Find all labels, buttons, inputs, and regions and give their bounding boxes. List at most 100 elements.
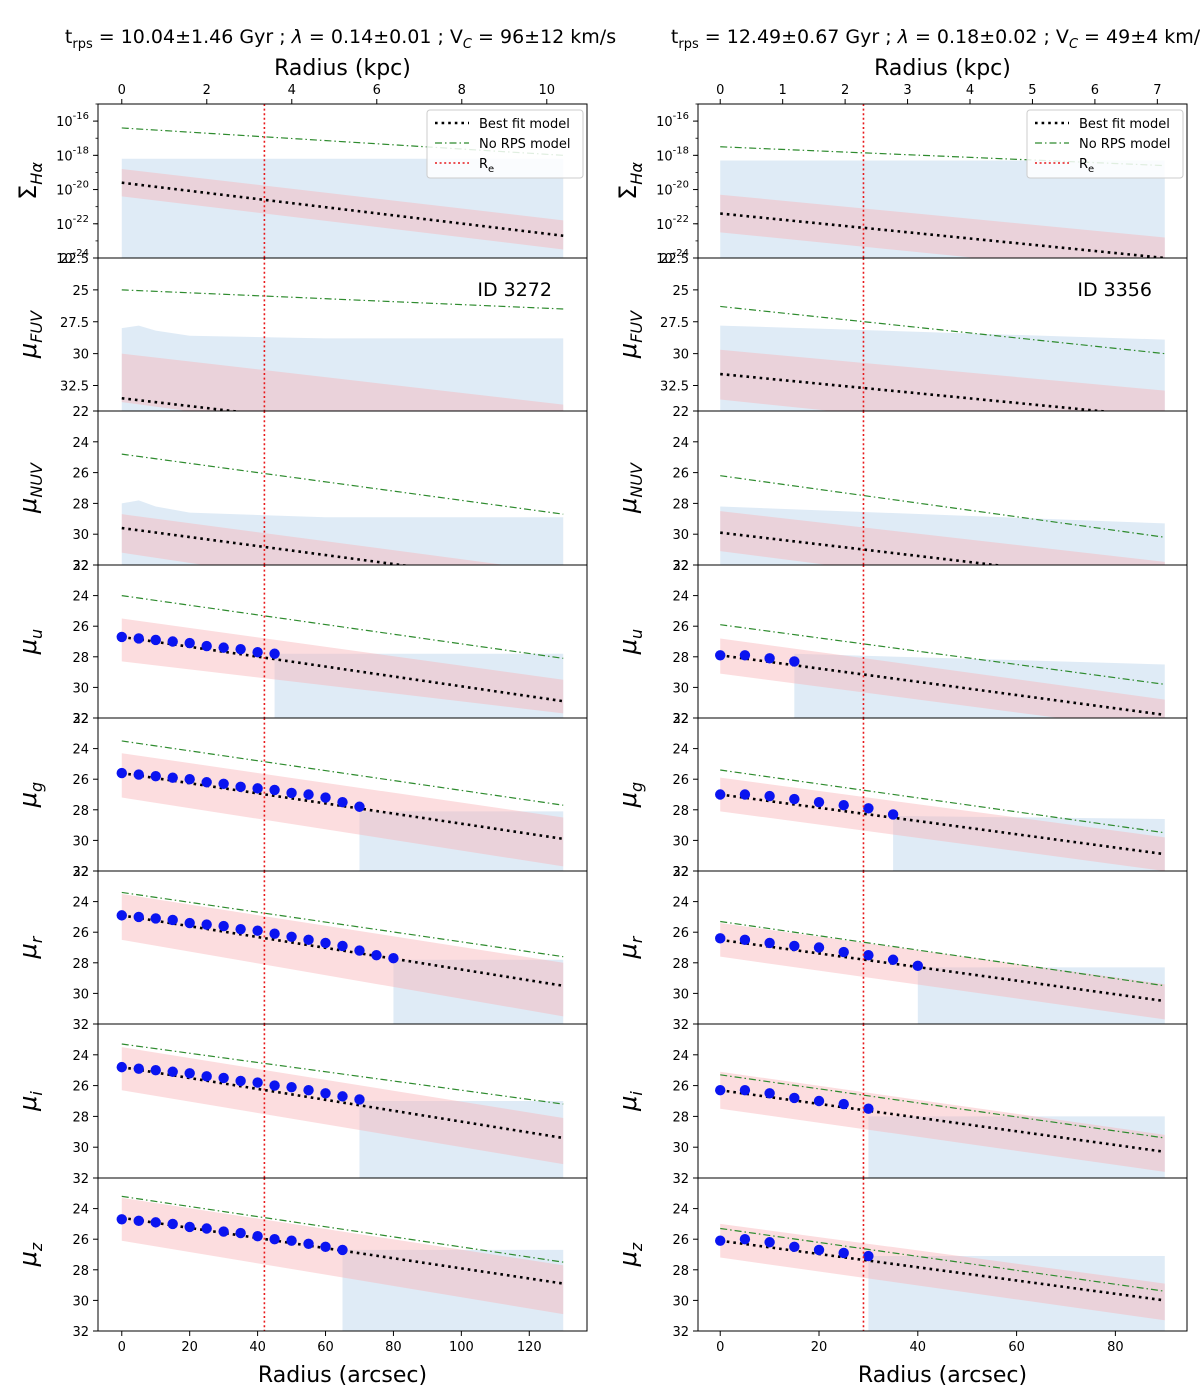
tick-exponent: -16 xyxy=(673,111,689,122)
detection-limit-region xyxy=(359,811,564,871)
model-uncertainty-band xyxy=(121,893,564,1017)
observed-data-point xyxy=(715,789,726,800)
y-axis-label: μNUV xyxy=(614,462,646,514)
observed-data-point xyxy=(887,809,899,820)
ylabel-symbol: μ xyxy=(614,343,642,359)
observed-data-point xyxy=(252,1077,263,1088)
legend-frame xyxy=(426,109,584,179)
y-tick-label: 28 xyxy=(72,957,89,972)
y-tick-label: 26 xyxy=(672,467,689,482)
panel-z: 24 26 28 30 32 μz 0 20 40 60 80 100 120 xyxy=(14,1177,588,1355)
y-axis-label: μr xyxy=(614,935,646,959)
y-tick-label: 30 xyxy=(72,348,89,363)
y-tick-label: 24 xyxy=(72,743,89,758)
x-tick-label: 20 xyxy=(181,1340,198,1355)
observed-data-point xyxy=(167,636,178,647)
observed-data-point xyxy=(133,1215,144,1227)
model-uncertainty-band xyxy=(720,194,1165,258)
tick-exponent: -16 xyxy=(73,111,89,122)
observed-data-point xyxy=(739,1085,751,1096)
detection-limit-region xyxy=(893,815,1165,871)
panel-frame xyxy=(97,1177,588,1332)
ylabel-symbol: μ xyxy=(14,1251,42,1267)
y-tick-label: 26 xyxy=(672,620,689,635)
observed-data-point xyxy=(789,1092,800,1104)
observed-data-point xyxy=(252,925,263,936)
no-rps-model-line xyxy=(121,453,564,515)
observed-data-point xyxy=(184,1068,195,1079)
legend-best-fit-text: Best fit model xyxy=(1079,117,1170,132)
panel-plot-area xyxy=(121,411,564,565)
tick-exponent: -18 xyxy=(73,145,89,156)
y-tick-label: 24 xyxy=(672,896,689,911)
best-fit-model-line xyxy=(121,771,564,841)
y-tick-label: 22 xyxy=(672,559,689,574)
legend-no-rps-label: No RPS model xyxy=(479,137,571,152)
tick-exponent: -18 xyxy=(673,145,689,156)
title-trps-value: = 10.04±1.46 Gyr ; xyxy=(93,26,292,48)
y-tick-label: 22 xyxy=(72,559,89,574)
top-axis-tick-label: 4 xyxy=(966,83,974,98)
x-tick-label: 60 xyxy=(1008,1340,1025,1355)
observed-data-point xyxy=(715,933,726,944)
best-fit-model-line xyxy=(121,914,564,988)
subscript: i xyxy=(27,1091,46,1096)
y-tick-label: 22 xyxy=(672,865,689,880)
panel-i: 24 26 28 30 32 μi xyxy=(14,1023,588,1187)
legend: Best fit model No RPS model Re xyxy=(426,109,584,179)
model-uncertainty-band xyxy=(121,753,564,867)
subscript: NUV xyxy=(27,462,46,498)
panel-r: 22 24 26 28 30 32 μr xyxy=(614,865,1188,1033)
tick-exponent: -20 xyxy=(673,180,689,191)
panel-u: 22 24 26 28 30 32 μu xyxy=(14,559,588,727)
legend-best-fit-text: Best fit model xyxy=(479,117,570,132)
subscript: i xyxy=(627,1091,646,1096)
observed-data-point xyxy=(764,653,775,664)
y-tick-label: 22.5 xyxy=(660,252,689,267)
y-tick-label: 24 xyxy=(672,1203,689,1218)
no-rps-model-line xyxy=(121,740,564,806)
model-uncertainty-band xyxy=(121,169,564,250)
y-tick-label: 32.5 xyxy=(60,380,89,395)
observed-data-point xyxy=(235,1227,246,1239)
y-tick-label: 32 xyxy=(72,1018,89,1033)
observed-data-point xyxy=(739,789,751,800)
subscript: C xyxy=(1069,37,1079,52)
detection-limit-region xyxy=(359,1101,564,1178)
legend-re-text: R xyxy=(479,157,488,172)
x-tick-label: 20 xyxy=(811,1340,828,1355)
observed-data-point xyxy=(813,1095,825,1107)
y-tick-label: 28 xyxy=(72,804,89,819)
observed-data-point xyxy=(739,650,751,661)
observed-data-point xyxy=(201,919,212,930)
observed-data-point xyxy=(337,796,348,808)
subscript: g xyxy=(27,782,46,792)
galaxy-id-label: ID 3272 xyxy=(477,279,552,301)
y-tick-label: 24 xyxy=(672,1049,689,1064)
panel-g: 22 24 26 28 30 32 μg xyxy=(614,712,1188,880)
no-rps-model-line xyxy=(720,305,1165,355)
y-tick-label: 32 xyxy=(72,1172,89,1187)
subscript: r xyxy=(627,935,646,943)
observed-data-point xyxy=(764,1088,775,1099)
observed-data-point xyxy=(764,937,775,949)
y-tick-label: 28 xyxy=(72,1110,89,1125)
model-uncertainty-band xyxy=(720,777,1165,871)
tick-base: 10 xyxy=(56,115,73,130)
ylabel-symbol: Σ xyxy=(14,185,42,200)
best-fit-model-line xyxy=(121,635,564,703)
y-axis-label: ΣHα xyxy=(14,162,46,200)
observed-data-point xyxy=(150,1217,161,1228)
observed-data-point xyxy=(116,631,127,643)
y-tick-label: 28 xyxy=(672,651,689,666)
observed-data-point xyxy=(320,1088,331,1099)
chart-id-3272: trps = 10.04±1.46 Gyr ; λ = 0.14±0.01 ; … xyxy=(14,26,616,1388)
observed-data-point xyxy=(184,774,195,785)
observed-data-point xyxy=(167,1218,178,1230)
observed-data-point xyxy=(235,643,246,655)
x-tick-label: 40 xyxy=(249,1340,266,1355)
chart-id-3356: trps = 12.49±0.67 Gyr ; λ = 0.18±0.02 ; … xyxy=(614,26,1200,1388)
legend: Best fit model No RPS model Re xyxy=(1026,109,1184,179)
observed-data-point xyxy=(789,1241,800,1253)
